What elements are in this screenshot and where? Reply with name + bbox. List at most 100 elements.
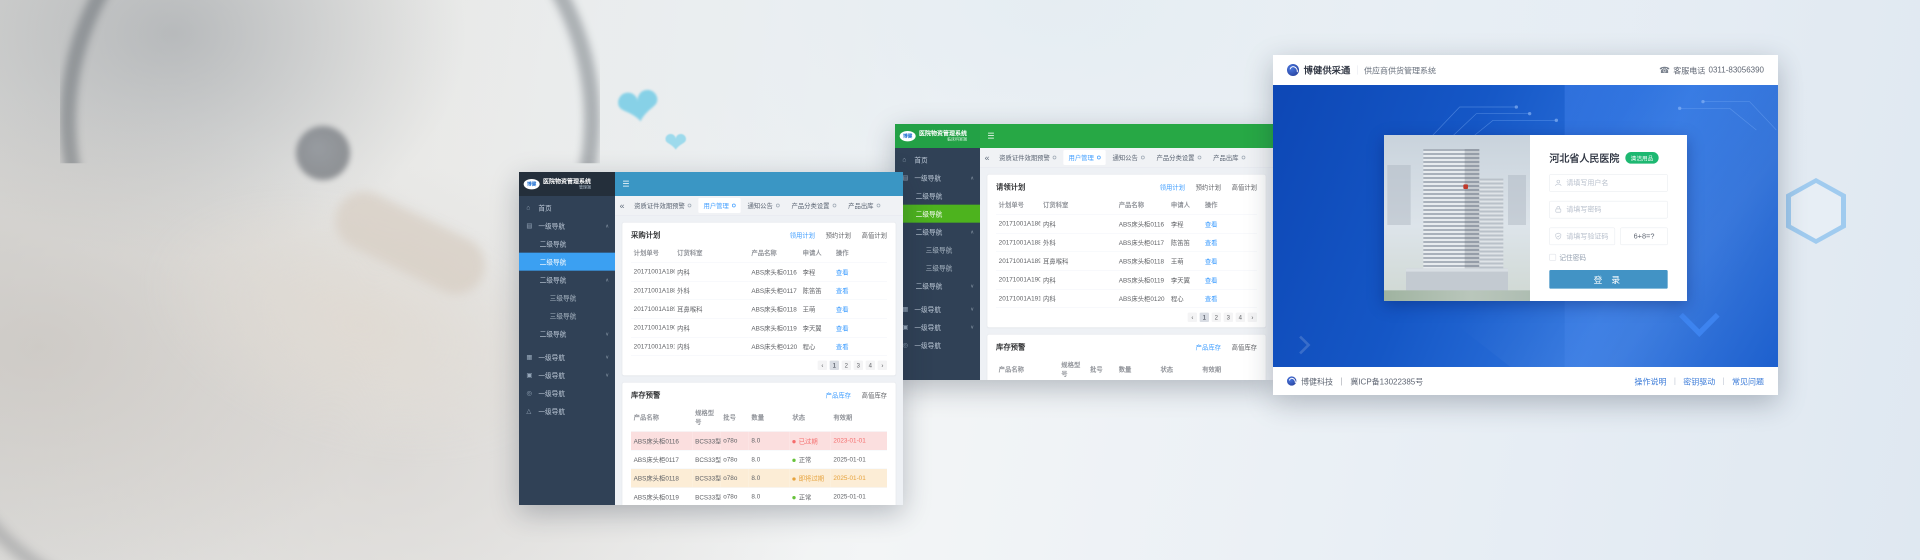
cell-action: 查看 <box>833 299 887 319</box>
cell-product: ABS床头柜0116 <box>1116 214 1169 234</box>
page-button[interactable]: 3 <box>1223 312 1233 322</box>
sidebar-item-level2[interactable]: 二级导航 <box>519 235 615 253</box>
cell-department: 耳鼻喉科 <box>674 299 749 319</box>
sidebar-item-level3[interactable]: 三级导航 <box>895 241 980 259</box>
tab-certificate-warning[interactable]: 资质证件效期预警 <box>994 150 1061 165</box>
sidebar-item-level2[interactable]: 二级导航 ∧ <box>519 271 615 289</box>
view-link[interactable]: 查看 <box>1204 239 1218 247</box>
link-requisition-plan[interactable]: 领用计划 <box>1159 183 1185 191</box>
cell-product-name: ABS床头柜0119 <box>630 487 693 505</box>
sidebar-item-level1[interactable]: ▣ 一级导航 ∨ <box>519 366 615 384</box>
sidebar-item-level1[interactable]: ▦ 一级导航 ∨ <box>895 300 980 318</box>
page-button[interactable]: 4 <box>865 360 875 370</box>
link-manual[interactable]: 操作说明 <box>1634 377 1667 387</box>
sidebar-item-level1[interactable]: △ 一级导航 <box>519 402 615 420</box>
sidebar-item-level1[interactable]: ▣ 一级导航 ∨ <box>895 318 980 336</box>
cell-department: 内科 <box>674 262 749 282</box>
sidebar-item-home[interactable]: ⌂ 首页 <box>895 151 980 169</box>
menu-icon[interactable]: ☰ <box>987 131 995 141</box>
sidebar-item-level1[interactable]: ◎ 一级导航 <box>895 336 980 354</box>
link-product-stock[interactable]: 产品库存 <box>825 391 851 399</box>
app-title: 医院物资管理系统 <box>918 130 967 137</box>
tab-product-outbound[interactable]: 产品出库 <box>843 198 885 213</box>
sidebar-item-level2-active[interactable]: 二级导航 <box>519 252 615 271</box>
cell-status: 正常 <box>789 487 831 505</box>
nav-clock-icon: ◎ <box>526 389 532 397</box>
cell-product: ABS床头柜0117 <box>748 281 800 300</box>
chevron-down-icon: ∨ <box>970 282 974 289</box>
view-link[interactable]: 查看 <box>1204 258 1218 266</box>
sidebar-item-label: 三级导航 <box>925 264 953 273</box>
page-button[interactable]: 2 <box>1211 312 1221 322</box>
link-reservation-plan[interactable]: 预约计划 <box>1195 183 1221 191</box>
tab-label: 通知公告 <box>1112 154 1138 162</box>
username-input[interactable] <box>1549 174 1668 192</box>
cell-product: ABS床头柜0119 <box>748 318 800 338</box>
page-button[interactable]: 3 <box>853 360 863 370</box>
tab-product-outbound[interactable]: 产品出库 <box>1208 150 1250 165</box>
view-link[interactable]: 查看 <box>835 287 849 295</box>
nav-panel-icon: ▣ <box>902 323 909 331</box>
tab-user-management[interactable]: 用户管理 <box>1063 149 1106 165</box>
next-page-button[interactable]: › <box>1247 312 1257 322</box>
menu-icon[interactable]: ☰ <box>622 179 630 189</box>
sidebar-item-level2[interactable]: 二级导航 ∨ <box>519 325 615 343</box>
view-link[interactable]: 查看 <box>1204 276 1218 284</box>
tab-notice[interactable]: 通知公告 <box>742 198 784 213</box>
link-faq[interactable]: 常见问题 <box>1731 377 1764 387</box>
cell-expiry-date: 2025-01-01 <box>830 468 887 488</box>
nav-table-icon: ▦ <box>902 305 909 313</box>
link-highvalue-plan[interactable]: 高值计划 <box>861 231 887 239</box>
view-link[interactable]: 查看 <box>835 343 849 351</box>
sidebar-item-level3[interactable]: 三级导航 <box>519 307 615 325</box>
collapse-tabs-icon[interactable]: « <box>984 152 990 163</box>
sidebar-item-level1[interactable]: ▦ 一级导航 ∨ <box>519 348 615 366</box>
login-button[interactable]: 登 录 <box>1549 269 1668 289</box>
sidebar-item-level2[interactable]: 二级导航 ∧ <box>895 223 980 241</box>
link-highvalue-plan[interactable]: 高值计划 <box>1231 183 1257 191</box>
link-reservation-plan[interactable]: 预约计划 <box>825 231 851 239</box>
tab-certificate-warning[interactable]: 资质证件效期预警 <box>629 198 696 213</box>
tab-label: 产品分类设置 <box>1156 154 1195 162</box>
page-button[interactable]: 1 <box>1199 312 1209 322</box>
view-link[interactable]: 查看 <box>835 268 849 276</box>
view-link[interactable]: 查看 <box>835 324 849 332</box>
tab-product-category[interactable]: 产品分类设置 <box>1152 150 1207 165</box>
sidebar-item-level3[interactable]: 三级导航 <box>895 259 980 277</box>
link-product-stock[interactable]: 产品库存 <box>1195 343 1221 351</box>
link-key-driver[interactable]: 密钥驱动 <box>1683 377 1716 387</box>
remember-checkbox[interactable] <box>1549 253 1556 261</box>
column-header: 产品名称 <box>1116 194 1169 215</box>
login-header: 博健供采通 供应商供货管理系统 ☎ 客服电话 0311-83056390 <box>1273 55 1778 85</box>
view-link[interactable]: 查看 <box>835 306 849 314</box>
link-requisition-plan[interactable]: 领用计划 <box>789 231 815 239</box>
next-page-button[interactable]: › <box>877 360 887 370</box>
captcha-question[interactable]: 6+8=? <box>1620 227 1668 245</box>
page-button[interactable]: 4 <box>1235 312 1245 322</box>
tab-notice[interactable]: 通知公告 <box>1107 150 1149 165</box>
captcha-input[interactable] <box>1549 227 1615 245</box>
link-highvalue-stock[interactable]: 高值库存 <box>861 391 887 399</box>
view-link[interactable]: 查看 <box>1204 220 1218 228</box>
tab-product-category[interactable]: 产品分类设置 <box>787 198 842 213</box>
page-button[interactable]: 2 <box>841 360 851 370</box>
page-button[interactable]: 1 <box>829 360 839 370</box>
sidebar-item-label: 二级导航 <box>915 192 943 201</box>
tab-user-management[interactable]: 用户管理 <box>698 197 741 213</box>
chevron-down-icon: ∨ <box>970 306 974 312</box>
password-input[interactable] <box>1549 200 1668 219</box>
sidebar-item-label: 二级导航 <box>915 282 943 291</box>
sidebar-item-level1[interactable]: ◎ 一级导航 <box>519 384 615 402</box>
prev-page-button[interactable]: ‹ <box>817 360 827 370</box>
collapse-tabs-icon[interactable]: « <box>619 200 625 211</box>
sidebar-item-level2-active[interactable]: 二级导航 <box>895 204 980 223</box>
sidebar-item-level1[interactable]: ▤ 一级导航 ∧ <box>519 217 615 235</box>
sidebar-item-home[interactable]: ⌂ 首页 <box>519 199 615 217</box>
sidebar-item-level2[interactable]: 二级导航 <box>895 187 980 205</box>
link-highvalue-stock[interactable]: 高值库存 <box>1231 343 1257 351</box>
sidebar-item-level1[interactable]: ▤ 一级导航 ∧ <box>895 169 980 187</box>
view-link[interactable]: 查看 <box>1204 295 1218 303</box>
sidebar-item-level3[interactable]: 三级导航 <box>519 289 615 307</box>
prev-page-button[interactable]: ‹ <box>1187 312 1197 322</box>
sidebar-item-level2[interactable]: 二级导航 ∨ <box>895 277 980 295</box>
